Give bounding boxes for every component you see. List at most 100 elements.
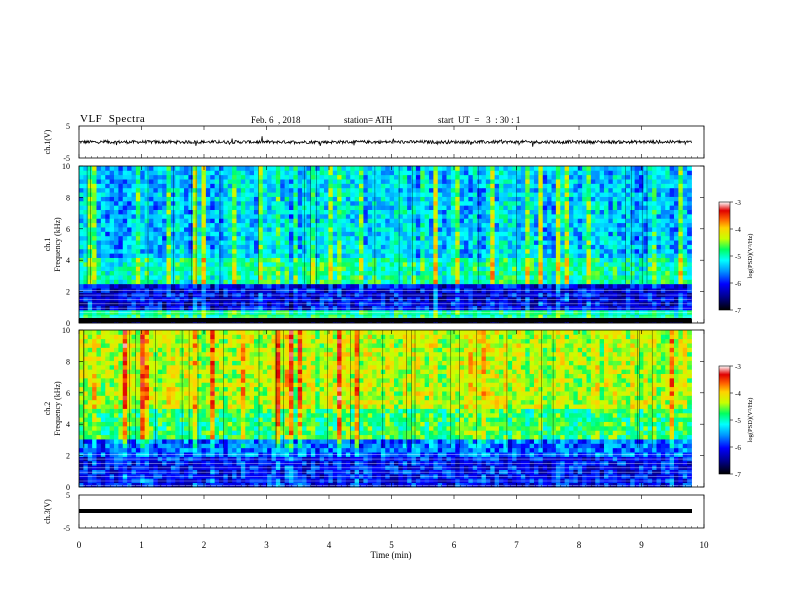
spectrogram-cell [446, 275, 452, 280]
spectrogram-cell [201, 187, 207, 193]
spectrogram-cell [512, 213, 517, 219]
spectrogram-cell [582, 213, 587, 219]
spectrogram-cell [560, 283, 566, 289]
spectrogram-cell [660, 270, 666, 276]
spectrogram-cell [232, 283, 237, 289]
spectrogram-cell [219, 235, 224, 241]
spectrogram-cell [192, 266, 198, 272]
spectrogram-cell [227, 227, 233, 232]
spectrogram-cell [630, 192, 636, 197]
spectrogram-cell [267, 187, 272, 193]
spectrogram-cell [205, 166, 211, 171]
spectrogram-cell [674, 235, 679, 241]
spectrogram-cell [359, 192, 364, 197]
spectrogram-cell [179, 244, 185, 250]
spectrogram-cell [219, 187, 224, 193]
spectrogram-cell [140, 205, 146, 211]
spectrogram-cell [201, 213, 207, 219]
spectrogram-cell [529, 231, 535, 237]
spectrogram-cell [499, 196, 504, 202]
spectrogram-cell [262, 187, 268, 193]
spectrogram-cell [573, 192, 579, 197]
spectrogram-cell [227, 240, 233, 245]
spectrogram-cell [262, 253, 268, 258]
spectrogram-cell [188, 222, 194, 228]
spectrogram-cell [341, 244, 347, 250]
spectrogram-cell [494, 213, 500, 219]
spectrogram-cell [617, 253, 622, 258]
spectrogram-cell [674, 200, 679, 206]
spectrogram-cell [512, 196, 517, 202]
spectrogram-cell [328, 240, 334, 245]
spectrogram-cell [245, 200, 251, 206]
spectrogram-cell [328, 266, 334, 272]
spectrogram-cell [599, 240, 605, 245]
spectrogram-cell [122, 231, 128, 237]
spectrogram-cell [83, 218, 89, 224]
spectrogram-cell [555, 235, 561, 241]
spectrogram-cell [634, 240, 640, 245]
spectrogram-cell [678, 174, 684, 180]
spectrogram-cell [254, 240, 259, 245]
spectrogram-cell [79, 213, 84, 219]
spectrogram-cell [114, 174, 119, 180]
spectrogram-cell [236, 170, 242, 176]
spectrogram-cell [96, 205, 102, 211]
spectrogram-cell [310, 283, 316, 289]
spectrogram-cell [245, 183, 251, 189]
spectrogram-cell [219, 218, 224, 224]
spectrogram-cell [315, 257, 321, 263]
spectrogram-cell [389, 174, 395, 180]
spectrogram-cell [166, 166, 172, 171]
spectrogram-cell [520, 179, 526, 184]
spectrogram-cell [652, 170, 657, 176]
spectrogram-cell [105, 253, 111, 258]
spectrogram-cell [551, 192, 557, 197]
spectrogram-cell [131, 248, 137, 254]
spectrogram-cell [280, 196, 286, 202]
spectrogram-cell [100, 240, 106, 245]
spectrogram-cell [372, 213, 377, 219]
spectrogram-cell [455, 248, 461, 254]
spectrogram-cell [446, 209, 452, 215]
spectrogram-cell [192, 192, 198, 197]
spectrogram-cell [192, 179, 198, 184]
spectrogram-cell [227, 222, 233, 228]
spectrogram-cell [367, 244, 373, 250]
spectrogram-cell [367, 179, 373, 184]
spectrogram-cell [359, 179, 364, 184]
spectrogram-cell [254, 200, 259, 206]
spectrogram-cell [284, 248, 290, 254]
spectrogram-cell [245, 174, 251, 180]
spectrogram-cell [674, 240, 679, 245]
spectrogram-cell [577, 209, 583, 215]
spectrogram-cell [324, 227, 329, 232]
spectrogram-cell [490, 244, 496, 250]
spectrogram-cell [442, 174, 447, 180]
spectrogram-cell [402, 314, 408, 320]
spectrogram-cell [236, 235, 242, 241]
spectrogram-cell [630, 205, 636, 211]
spectrogram-cell [634, 314, 640, 320]
spectrogram-cell [551, 227, 557, 232]
spectrogram-cell [595, 209, 601, 215]
spectrogram-cell [232, 183, 237, 189]
spectrogram-cell [275, 183, 281, 189]
spectrogram-cell [332, 283, 338, 289]
spectrogram-cell [586, 279, 592, 285]
spectrogram-cell [144, 266, 150, 272]
spectrogram-cell [219, 192, 224, 197]
spectrogram-cell [345, 222, 351, 228]
spectrogram-cell [608, 314, 614, 320]
spectrogram-cell [170, 270, 176, 276]
spectrogram-cell [415, 166, 421, 171]
spectrogram-cell [687, 283, 692, 289]
spectrogram-cell [494, 170, 500, 176]
spectrogram-cell [634, 222, 640, 228]
spectrogram-cell [341, 314, 347, 320]
spectrogram-cell [450, 261, 456, 267]
spectrogram-cell [363, 166, 369, 171]
spectrogram-cell [542, 283, 548, 289]
spectrogram-cell [577, 266, 583, 272]
spectrogram-cell [166, 231, 172, 237]
